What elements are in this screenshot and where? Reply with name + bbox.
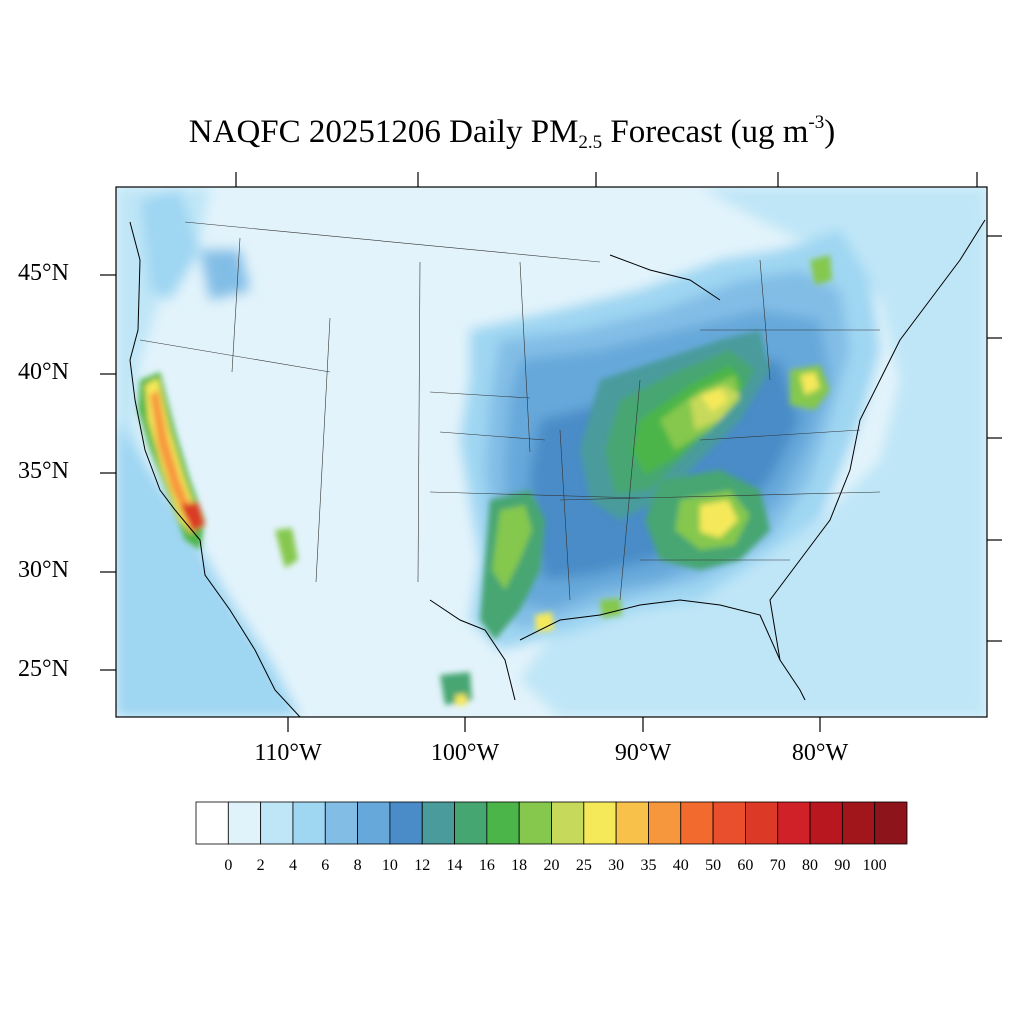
forecast-field — [116, 187, 987, 717]
colorbar-swatch — [324, 801, 358, 845]
colorbar-tick-label: 35 — [640, 857, 657, 874]
colorbar-swatch — [648, 801, 682, 845]
colorbar-swatch — [518, 801, 552, 845]
colorbar-swatch — [551, 801, 585, 845]
colorbar-tick-label: 30 — [608, 857, 625, 874]
colorbar-swatch — [874, 801, 908, 845]
colorbar-swatch — [389, 801, 423, 845]
colorbar-swatch — [712, 801, 746, 845]
colorbar-swatch — [292, 801, 326, 845]
colorbar-swatch — [357, 801, 391, 845]
colorbar-tick-label: 6 — [321, 857, 330, 874]
lon-label-100w: 100°W — [430, 740, 500, 766]
axis-ticks — [100, 172, 1002, 732]
colorbar-swatch — [454, 801, 488, 845]
lat-label-35: 35°N — [18, 458, 69, 484]
colorbar-tick-label: 25 — [575, 857, 592, 874]
colorbar-tick-label: 12 — [414, 857, 431, 874]
colorbar-swatch — [583, 801, 617, 845]
colorbar-swatch — [615, 801, 649, 845]
lat-label-45: 45°N — [18, 260, 69, 286]
colorbar-swatch — [486, 801, 520, 845]
colorbar-tick-label: 0 — [224, 857, 233, 874]
colorbar-swatch — [777, 801, 811, 845]
colorbar-swatch — [841, 801, 876, 845]
colorbar-swatch — [809, 801, 843, 845]
colorbar-tick-label: 70 — [769, 857, 786, 874]
colorbar-tick-label: 80 — [802, 857, 819, 874]
colorbar-swatch — [680, 801, 714, 845]
colorbar-tick-label: 14 — [446, 857, 463, 874]
state-borders — [139, 221, 881, 601]
colorbar-tick-label: 16 — [478, 857, 495, 874]
colorbar-tick-label: 50 — [705, 857, 722, 874]
lon-label-90w: 90°W — [614, 740, 672, 766]
title-subscript: 2.5 — [578, 132, 603, 153]
colorbar — [195, 801, 908, 845]
colorbar-tick-label: 18 — [511, 857, 528, 874]
colorbar-swatch — [421, 801, 455, 845]
colorbar-tick-label: 60 — [737, 857, 754, 874]
lat-label-25: 25°N — [18, 656, 69, 682]
colorbar-tick-label: 90 — [834, 857, 851, 874]
title-superscript: -3 — [808, 112, 825, 133]
lon-label-110w: 110°W — [254, 740, 322, 766]
lon-label-80w: 80°W — [791, 740, 849, 766]
colorbar-tick-label: 10 — [381, 857, 398, 874]
lat-label-30: 30°N — [18, 557, 69, 583]
lat-label-40: 40°N — [18, 359, 69, 385]
colorbar-swatch — [260, 801, 294, 845]
colorbar-tick-label: 20 — [543, 857, 560, 874]
colorbar-tick-label: 100 — [862, 857, 887, 874]
colorbar-tick-label: 2 — [256, 857, 265, 874]
colorbar-swatch — [745, 801, 779, 845]
colorbar-tick-label: 8 — [353, 857, 362, 874]
colorbar-tick-label: 40 — [672, 857, 689, 874]
map-frame — [115, 186, 988, 718]
chart-title: NAQFC 20251206 Daily PM2.5 Forecast (ug … — [188, 112, 836, 153]
coastline-outline — [129, 219, 986, 717]
colorbar-tick-label: 4 — [288, 857, 297, 874]
colorbar-swatch — [227, 801, 262, 845]
colorbar-swatch — [195, 801, 229, 845]
